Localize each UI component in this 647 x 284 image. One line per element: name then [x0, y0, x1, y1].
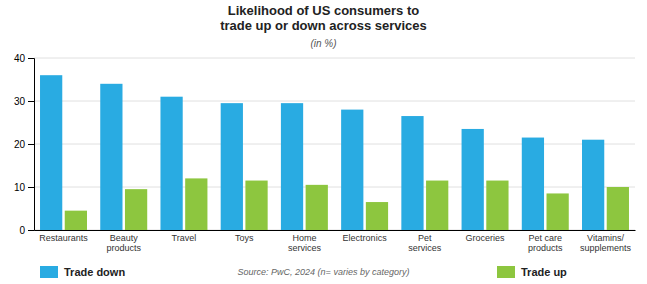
- bar: [462, 129, 484, 230]
- x-tick-label-line: Groceries: [466, 233, 506, 243]
- x-tick: Petservices: [408, 233, 442, 253]
- bars: [40, 75, 629, 230]
- y-tick-label: 0: [19, 225, 25, 236]
- x-tick-label: Electronics: [343, 233, 388, 243]
- title-line: Likelihood of US consumers to: [228, 3, 419, 18]
- series: [40, 75, 604, 230]
- x-tick-label-line: Restaurants: [39, 233, 88, 243]
- x-tick-label-line: products: [106, 243, 141, 253]
- x-tick-label-line: Beauty: [110, 233, 139, 243]
- y-tick: 30: [14, 96, 34, 107]
- plot: 010203040RestaurantsBeautyproductsTravel…: [14, 53, 636, 254]
- y-axis-line: [28, 59, 35, 231]
- x-tick: Homeservices: [288, 233, 322, 253]
- x-axis-line: [35, 230, 636, 231]
- y-tick: 20: [14, 139, 34, 150]
- bar: [245, 181, 267, 230]
- x-tick-label-line: Pet care: [529, 233, 563, 243]
- y-tick: 0: [19, 225, 34, 236]
- x-tick: Groceries: [466, 233, 506, 243]
- subtitle: (in %): [310, 38, 336, 49]
- x-tick: Vitamins/supplements: [580, 233, 632, 253]
- title-line: trade up or down across services: [220, 18, 427, 33]
- x-tick-label-line: Electronics: [343, 233, 388, 243]
- bar: [366, 202, 388, 230]
- bar: [125, 189, 147, 230]
- bar: [341, 110, 363, 230]
- bar: [160, 97, 182, 230]
- x-tick-label-line: Vitamins/: [587, 233, 624, 243]
- bar: [401, 116, 423, 230]
- x-tick-label-line: services: [408, 243, 442, 253]
- grid-line: [34, 230, 635, 231]
- grid-line: [34, 144, 635, 145]
- y-tick: 40: [14, 53, 34, 64]
- x-tick-label-line: supplements: [580, 243, 632, 253]
- x-tick-label: Restaurants: [39, 233, 88, 243]
- grid: [34, 58, 635, 230]
- legend-swatch: [497, 266, 515, 278]
- bar: [582, 140, 604, 230]
- series: [65, 178, 629, 230]
- legend-label: Trade up: [521, 266, 567, 278]
- chart: Likelihood of US consumers totrade up or…: [0, 0, 647, 284]
- y-tick-mark: [28, 230, 34, 231]
- bar: [40, 75, 62, 230]
- x-tick-label-line: Toys: [235, 233, 254, 243]
- x-tick-label: Beautyproducts: [106, 233, 141, 253]
- grid-line: [34, 101, 635, 102]
- title: Likelihood of US consumers totrade up or…: [220, 3, 427, 33]
- y-tick: 10: [14, 182, 34, 193]
- bar: [185, 178, 207, 230]
- y-tick-mark: [28, 101, 34, 102]
- bar: [522, 138, 544, 230]
- legend: Trade down Trade up: [40, 266, 567, 278]
- legend-label: Trade down: [64, 266, 125, 278]
- bar: [281, 103, 303, 230]
- bar: [426, 181, 448, 230]
- grid-line: [34, 58, 635, 59]
- bar: [486, 181, 508, 230]
- grid-line: [34, 187, 635, 188]
- bar: [221, 103, 243, 230]
- y-tick-label: 20: [14, 139, 26, 150]
- x-tick-label: Groceries: [466, 233, 506, 243]
- bar: [607, 187, 629, 230]
- x-tick-label: Pet careproducts: [528, 233, 563, 253]
- x-tick-label: Vitamins/supplements: [580, 233, 632, 253]
- y-tick-label: 40: [14, 53, 26, 64]
- x-axis: RestaurantsBeautyproductsTravelToysHomes…: [35, 231, 636, 254]
- x-tick: Restaurants: [39, 233, 88, 243]
- x-tick: Electronics: [343, 233, 388, 243]
- x-tick: Beautyproducts: [106, 233, 141, 253]
- x-tick-label: Toys: [235, 233, 254, 243]
- x-tick-label-line: products: [528, 243, 563, 253]
- y-tick-mark: [28, 187, 34, 188]
- x-tick: Travel: [172, 233, 197, 243]
- x-tick-label-line: Travel: [172, 233, 197, 243]
- x-tick-label: Travel: [172, 233, 197, 243]
- legend-swatch: [40, 266, 58, 278]
- bar: [100, 84, 122, 230]
- x-tick-label-line: services: [288, 243, 322, 253]
- bar: [547, 193, 569, 230]
- y-tick-label: 10: [14, 182, 26, 193]
- source-note: Source: PwC, 2024 (n= varies by category…: [238, 267, 410, 277]
- x-tick: Pet careproducts: [528, 233, 563, 253]
- x-tick-label-line: Pet: [418, 233, 432, 243]
- x-tick-label: Petservices: [408, 233, 442, 253]
- x-tick-label: Homeservices: [288, 233, 322, 253]
- y-tick-mark: [28, 58, 34, 59]
- x-tick: Toys: [235, 233, 254, 243]
- bar: [306, 185, 328, 230]
- x-tick-label-line: Home: [292, 233, 316, 243]
- y-tick-mark: [28, 144, 34, 145]
- bar: [65, 211, 87, 230]
- y-tick-label: 30: [14, 96, 26, 107]
- y-axis: 0 10 20 30 40: [14, 53, 35, 236]
